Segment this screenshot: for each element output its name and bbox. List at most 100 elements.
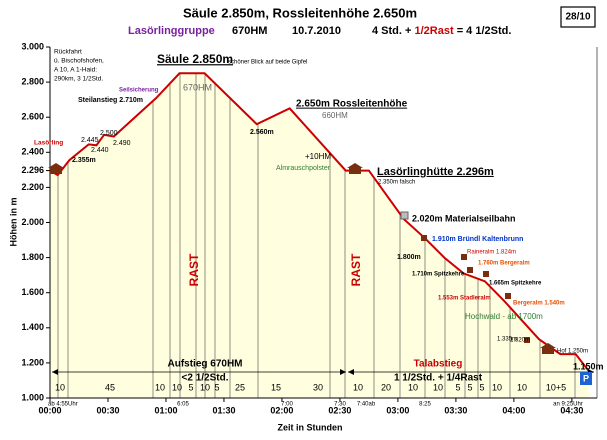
segment-duration: 30 xyxy=(313,382,323,392)
segment-duration: 15 xyxy=(271,382,281,392)
annotation: Steilanstieg 2.710m xyxy=(78,97,143,104)
y-tick-label: 1.000 xyxy=(21,392,44,402)
annotation: Lasörlinghütte 2.296m xyxy=(377,166,494,178)
y-tick-label: 2.200 xyxy=(21,182,44,192)
annotation: Aufstieg 670HM xyxy=(167,359,242,370)
segment-duration: 5 xyxy=(188,382,193,392)
annotation: 1.553m Stadleralm xyxy=(438,296,491,302)
x-tick-label: 00:00 xyxy=(38,405,61,415)
annotation: 2.500 xyxy=(100,130,118,137)
waypoint xyxy=(524,337,530,343)
elevation-gain: 670HM xyxy=(232,25,267,37)
time-part: = 4 1/2Std. xyxy=(457,25,512,37)
annotation: 1.910m Bründl Kaltenbrunn xyxy=(432,236,523,243)
annotation: 8:25 xyxy=(419,402,431,408)
annotation: RAST xyxy=(349,253,363,286)
page-number: 28/10 xyxy=(565,12,590,23)
y-tick-label: 2.600 xyxy=(21,112,44,122)
page-box xyxy=(560,6,596,28)
segment-duration: 25 xyxy=(235,382,245,392)
x-tick-label: 01:00 xyxy=(154,405,177,415)
y-tick-label: 3.000 xyxy=(21,41,44,51)
annotation: 660HM xyxy=(322,111,348,120)
segment-duration: 5 xyxy=(214,382,219,392)
segment-duration: 20 xyxy=(381,382,391,392)
annotation: <2 1/2Std. xyxy=(182,373,229,384)
annotation: +10HM xyxy=(305,152,331,161)
profile-line xyxy=(49,72,591,373)
annotation: 2.650m Rossleitenhöhe xyxy=(296,99,408,110)
chart-title: Säule 2.850m, Rossleitenhöhe 2.650m xyxy=(183,5,417,20)
waypoint xyxy=(461,254,467,260)
annotation: 1.710m Spitzkehre xyxy=(412,272,465,278)
segment-duration: 10 xyxy=(433,382,443,392)
annotation: P xyxy=(583,373,589,383)
annotation: 2.560m xyxy=(250,129,274,136)
segment-duration: 10 xyxy=(155,382,165,392)
x-tick-label: 04:30 xyxy=(560,405,583,415)
annotation: Lasörling xyxy=(34,140,63,147)
x-axis-label: Zeit in Stunden xyxy=(278,422,343,432)
annotation: Hochwald - ab 1700m xyxy=(465,312,543,321)
segment-duration: 10 xyxy=(200,382,210,392)
hut-icon xyxy=(50,168,62,174)
segment-duration: 10 xyxy=(172,382,182,392)
annotation: 7:00 xyxy=(281,402,293,408)
hut-icon xyxy=(542,348,554,354)
y-tick-label: 2.800 xyxy=(21,76,44,86)
x-tick-label: 03:30 xyxy=(444,405,467,415)
segment-duration: 5 xyxy=(479,382,484,392)
hut-roof xyxy=(540,343,556,348)
annotation: Raineralm 1.824m xyxy=(467,250,516,256)
x-tick-label: 00:30 xyxy=(96,405,119,415)
waypoint xyxy=(505,293,511,299)
waypoint xyxy=(483,271,489,277)
annotation: 1.150m xyxy=(573,361,604,371)
annotation: schöner Blick auf beide Gipfel xyxy=(228,60,307,66)
time-rest: 1/2Rast xyxy=(415,25,454,37)
annotation: 1.335m xyxy=(497,337,517,343)
annotation: 2.490 xyxy=(113,140,131,147)
segment-duration: 10 xyxy=(408,382,418,392)
annotation: 7:40ab xyxy=(357,402,376,408)
hut-roof xyxy=(347,163,363,168)
annotation: ü. Bischofshofen, xyxy=(54,58,104,65)
annotation: Seilsicherung xyxy=(119,88,159,94)
annotation: 6:05 xyxy=(177,402,189,408)
y-tick-label: 2.400 xyxy=(21,147,44,157)
y-tick-label: 2.000 xyxy=(21,217,44,227)
area-fill xyxy=(50,73,590,399)
annotation: Säule 2.850m xyxy=(157,52,233,66)
x-tick-label: 01:30 xyxy=(212,405,235,415)
x-tick-label: 03:00 xyxy=(386,405,409,415)
annotation: an 9:25Uhr xyxy=(553,402,583,408)
y-tick-label: 2.296 xyxy=(21,165,44,175)
segment-duration: 10 xyxy=(492,382,502,392)
y-tick-label: 1.600 xyxy=(21,287,44,297)
segment-duration: 5 xyxy=(467,382,472,392)
annotation: RAST xyxy=(187,253,201,286)
segment-duration: 10 xyxy=(517,382,527,392)
y-tick-label: 1.200 xyxy=(21,357,44,367)
annotation: 1.760m Bergeralm xyxy=(478,261,530,267)
y-tick-label: 1.400 xyxy=(21,322,44,332)
group: Lasörlinggruppe xyxy=(128,25,215,37)
annotation: 290km, 3 1/2Std. xyxy=(54,76,103,83)
annotation: 2.020m Materialseilbahn xyxy=(412,213,516,223)
x-tick-label: 02:00 xyxy=(270,405,293,415)
annotation: ab 4:55Uhr xyxy=(48,402,78,408)
hut-roof xyxy=(48,163,64,168)
annotation: Almrauschpolster xyxy=(276,165,331,172)
annotation: 2.355m xyxy=(72,157,96,164)
segment-duration: 5 xyxy=(455,382,460,392)
x-tick-label: 04:00 xyxy=(502,405,525,415)
time-total: 4 Std. + 1/2Rast = 4 1/2Std. xyxy=(372,25,511,37)
annotation: 670HM xyxy=(183,82,212,92)
annotation: 1.665m Spitzkehre xyxy=(489,281,542,287)
waypoint xyxy=(467,267,473,273)
annotation: 1.820m xyxy=(510,338,530,344)
annotation: Bergeralm 1.540m xyxy=(513,301,565,307)
station-icon xyxy=(400,211,409,220)
annotation: 1 1/2Std. + 1/4Rast xyxy=(394,373,483,384)
